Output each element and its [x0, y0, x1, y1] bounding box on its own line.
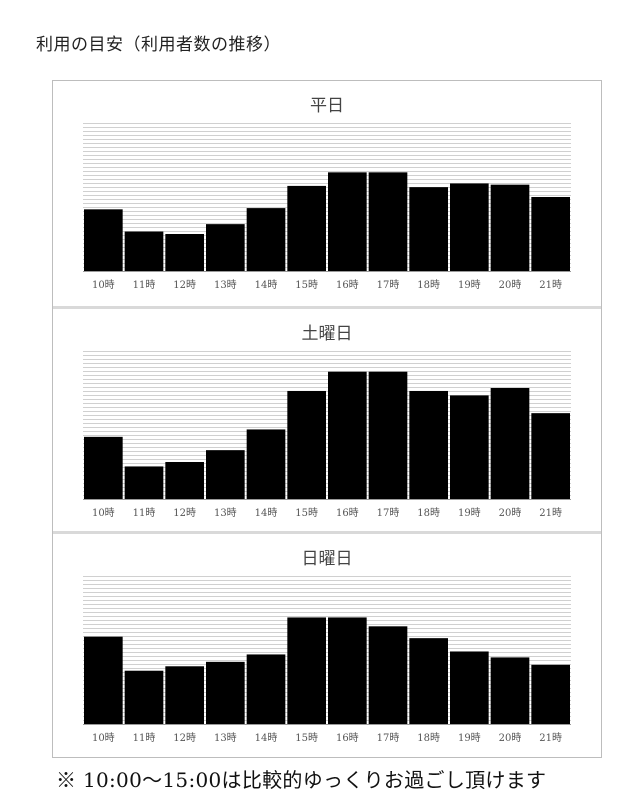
x-tick-label: 12時 — [173, 732, 196, 744]
x-tick-label: 11時 — [133, 507, 156, 519]
bar-9 — [409, 390, 448, 499]
x-tick-label: 10時 — [92, 507, 115, 519]
x-tick-label: 17時 — [377, 279, 400, 291]
x-tick-label: 21時 — [539, 507, 562, 519]
x-tick-label: 19時 — [458, 279, 481, 291]
gridlines — [83, 123, 571, 268]
bar-1 — [84, 436, 123, 499]
bar-7 — [328, 617, 367, 724]
bar-1 — [84, 636, 123, 724]
bar-12 — [531, 413, 570, 499]
bar-12 — [531, 664, 570, 724]
x-tick-label: 14時 — [255, 732, 278, 744]
bar-2 — [124, 670, 164, 724]
bar-3 — [165, 234, 204, 271]
bar-12 — [531, 197, 570, 271]
bar-6 — [287, 617, 326, 724]
x-tick-label: 21時 — [539, 279, 562, 291]
gridlines — [83, 351, 571, 496]
bar-11 — [490, 388, 530, 499]
x-tick-label: 19時 — [458, 732, 481, 744]
bar-9 — [409, 638, 448, 724]
chart-panel-weekday: 平日 10時 11時 12時 13時 14時 15時 16時 17時 18時 19時 20時 21時 — [53, 81, 601, 303]
x-tick-label: 12時 — [173, 279, 196, 291]
x-tick-label: 17時 — [377, 732, 400, 744]
bar-4 — [206, 450, 245, 499]
x-tick-label: 13時 — [214, 732, 237, 744]
chart-panel-saturday: 土曜日 10時 11時 12時 13時 14時 15時 16時 17時 18時 19時 20時 21時 — [53, 306, 601, 531]
bar-10 — [450, 183, 489, 271]
x-tick-label: 11時 — [133, 279, 156, 291]
x-tick-label: 13時 — [214, 507, 237, 519]
chart-weekday: 10時 11時 12時 13時 14時 15時 16時 17時 18時 19時 20時 21時 — [83, 123, 571, 291]
bar-11 — [490, 184, 530, 271]
x-tick-label: 15時 — [295, 732, 318, 744]
bar-4 — [206, 661, 245, 724]
chart-title-sunday: 日曜日 — [301, 549, 353, 569]
x-tick-label: 10時 — [92, 732, 115, 744]
bar-11 — [490, 657, 530, 724]
x-tick-label: 20時 — [499, 279, 522, 291]
x-tick-label: 14時 — [255, 279, 278, 291]
bar-9 — [409, 187, 448, 271]
x-tick-label: 14時 — [255, 507, 278, 519]
x-tick-label: 12時 — [173, 507, 196, 519]
x-tick-label: 13時 — [214, 279, 237, 291]
bar-3 — [165, 462, 204, 499]
x-tick-label: 10時 — [92, 279, 115, 291]
x-tick-label: 15時 — [295, 507, 318, 519]
x-tick-label: 18時 — [417, 732, 440, 744]
bar-7 — [328, 371, 367, 499]
bar-10 — [450, 651, 489, 724]
chart-title-weekday: 平日 — [310, 96, 344, 116]
bar-5 — [246, 208, 286, 271]
bar-5 — [246, 654, 286, 724]
chart-saturday: 10時 11時 12時 13時 14時 15時 16時 17時 18時 19時 20時 21時 — [83, 351, 571, 519]
bar-8 — [368, 371, 408, 499]
bar-6 — [287, 390, 326, 499]
bar-8 — [368, 172, 408, 271]
chart-panel-sunday: 日曜日 10時 11時 12時 13時 14時 15時 16時 17時 18時 19時 20時 21時 — [53, 531, 601, 756]
chart-frame: 平日 10時 11時 12時 13時 14時 15時 16時 17時 18時 19時 20時 21時 … — [52, 80, 602, 758]
bar-2 — [124, 466, 164, 499]
x-tick-label: 18時 — [417, 279, 440, 291]
bar-3 — [165, 666, 204, 724]
x-tick-label: 18時 — [417, 507, 440, 519]
bar-8 — [368, 626, 408, 724]
bar-4 — [206, 224, 245, 271]
x-tick-label: 20時 — [499, 507, 522, 519]
bar-2 — [124, 231, 164, 271]
bar-5 — [246, 429, 286, 499]
footnote: ※ 10:00〜15:00は比較的ゆっくりお過ごし頂けます — [56, 768, 547, 792]
bar-6 — [287, 185, 326, 271]
x-tick-label: 16時 — [336, 279, 359, 291]
bar-10 — [450, 395, 489, 499]
x-tick-label: 17時 — [377, 507, 400, 519]
bar-7 — [328, 172, 367, 271]
x-tick-label: 16時 — [336, 507, 359, 519]
gridlines — [83, 576, 571, 721]
chart-title-saturday: 土曜日 — [301, 324, 353, 344]
x-tick-label: 21時 — [539, 732, 562, 744]
chart-sunday: 10時 11時 12時 13時 14時 15時 16時 17時 18時 19時 20時 21時 — [83, 576, 571, 744]
x-tick-label: 16時 — [336, 732, 359, 744]
page-title: 利用の目安（利用者数の推移） — [36, 35, 281, 55]
x-tick-label: 19時 — [458, 507, 481, 519]
x-tick-label: 15時 — [295, 279, 318, 291]
x-tick-label: 11時 — [133, 732, 156, 744]
x-tick-label: 20時 — [499, 732, 522, 744]
bar-1 — [84, 209, 123, 271]
